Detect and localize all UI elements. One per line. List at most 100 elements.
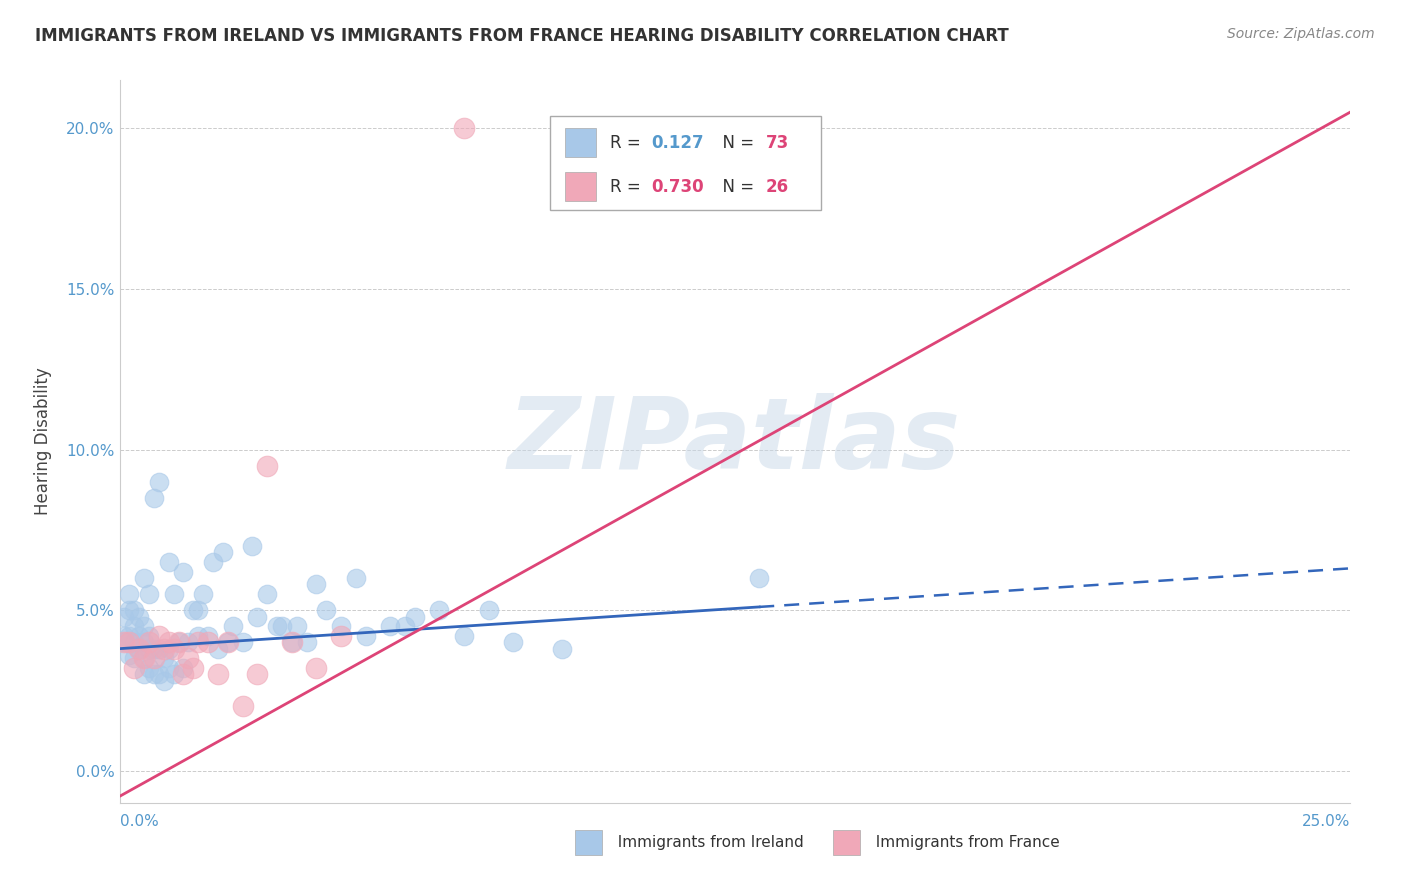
Point [502,635,524,649]
Point [163,667,186,681]
Point [124,661,146,675]
Point [153,641,174,656]
Text: ZIPatlas: ZIPatlas [508,393,962,490]
Point [118,587,141,601]
Point [128,641,150,656]
Text: Immigrants from Ireland: Immigrants from Ireland [607,835,804,850]
Point [197,635,219,649]
Point [132,619,156,633]
FancyBboxPatch shape [550,117,821,211]
Point [157,555,180,569]
Point [551,641,574,656]
Text: Immigrants from France: Immigrants from France [866,835,1060,850]
Point [138,641,160,656]
Point [124,603,146,617]
Point [231,699,254,714]
Point [305,661,328,675]
Point [167,635,190,649]
Point [329,619,352,633]
Point [138,629,160,643]
Point [143,651,166,665]
Point [202,555,225,569]
Text: IMMIGRANTS FROM IRELAND VS IMMIGRANTS FROM FRANCE HEARING DISABILITY CORRELATION: IMMIGRANTS FROM IRELAND VS IMMIGRANTS FR… [35,27,1010,45]
Point [222,619,245,633]
FancyBboxPatch shape [575,830,602,855]
Point [266,619,288,633]
Point [256,458,278,473]
Point [246,609,269,624]
Point [143,667,166,681]
Point [329,629,352,643]
Point [148,667,170,681]
Point [138,587,160,601]
Text: 26: 26 [765,178,789,196]
Point [153,651,174,665]
Text: N =: N = [713,134,759,152]
Point [211,545,233,559]
Point [118,648,141,662]
Point [124,619,146,633]
FancyBboxPatch shape [832,830,860,855]
Text: N =: N = [713,178,759,196]
Point [748,571,770,585]
Point [344,571,367,585]
Point [354,629,377,643]
Point [177,651,200,665]
Text: R =: R = [610,134,647,152]
Point [114,635,135,649]
Point [172,667,194,681]
Text: Source: ZipAtlas.com: Source: ZipAtlas.com [1227,27,1375,41]
Point [148,475,170,489]
Point [138,635,160,649]
Text: 0.730: 0.730 [651,178,703,196]
Point [172,565,194,579]
Point [187,603,209,617]
FancyBboxPatch shape [565,128,596,157]
Point [453,121,475,136]
Point [157,661,180,675]
Point [148,629,170,643]
Point [118,603,141,617]
Point [118,629,141,643]
Text: R =: R = [610,178,647,196]
Point [270,619,294,633]
Point [187,629,209,643]
Point [132,651,156,665]
Point [242,539,264,553]
Point [132,667,156,681]
FancyBboxPatch shape [565,172,596,201]
Point [124,635,146,649]
Point [207,641,229,656]
Point [172,661,194,675]
Point [148,641,170,656]
Point [183,603,205,617]
Point [128,609,150,624]
Point [167,635,190,649]
Point [477,603,501,617]
Point [231,635,254,649]
Point [128,641,150,656]
Point [128,629,150,643]
Point [118,635,141,649]
Point [183,661,205,675]
Point [217,635,239,649]
Point [197,629,219,643]
Point [404,609,426,624]
Point [114,609,135,624]
Point [138,661,160,675]
Point [177,635,200,649]
Point [315,603,337,617]
Text: 0.0%: 0.0% [120,814,159,829]
Point [285,619,308,633]
Point [453,629,475,643]
Point [157,635,180,649]
Point [281,635,304,649]
Point [143,641,166,656]
Point [295,635,318,649]
Point [207,667,229,681]
Point [187,635,209,649]
Point [114,629,135,643]
Point [132,651,156,665]
Text: 0.127: 0.127 [651,134,703,152]
Point [153,673,174,688]
